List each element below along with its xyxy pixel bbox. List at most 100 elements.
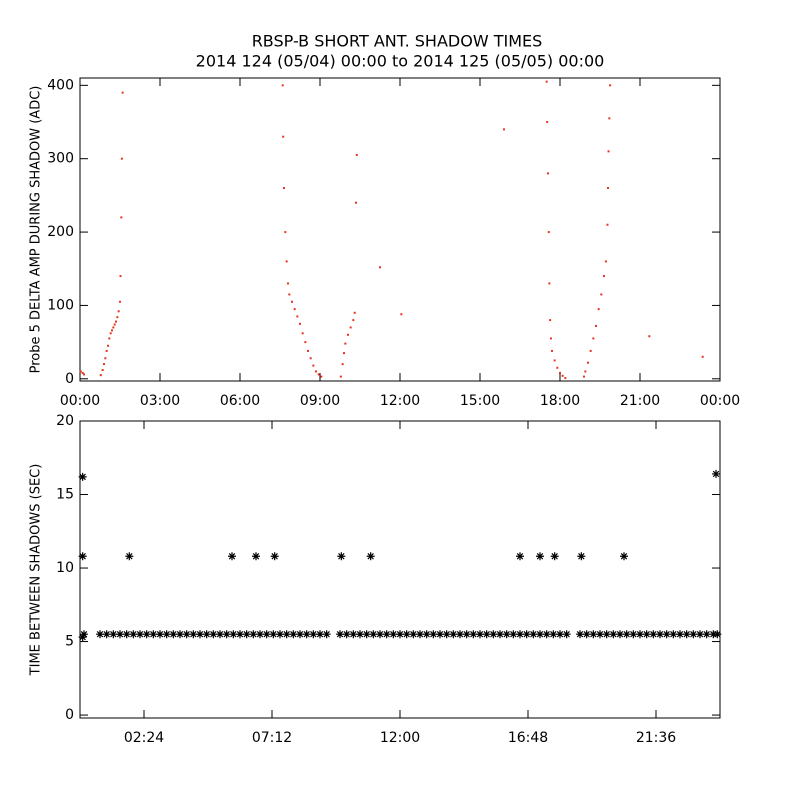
point [121,91,124,94]
point [709,630,718,639]
point [545,80,548,83]
point [355,154,358,157]
point [482,630,491,639]
point [536,630,544,639]
point [256,630,264,639]
point [229,630,238,639]
point [553,359,556,362]
x-tick-label: 15:00 [460,393,500,409]
y-tick-label: 300 [47,151,74,167]
point [616,630,624,639]
point [577,552,586,561]
point [649,630,658,639]
point [689,630,698,639]
point [712,469,720,478]
point [209,630,218,639]
point [269,630,278,639]
point [78,633,87,642]
point [202,630,211,639]
point [516,552,524,561]
point [291,300,293,303]
point [228,552,236,561]
point [529,630,538,639]
point [96,630,104,639]
point [336,630,344,639]
point [620,552,628,561]
point [589,630,598,639]
point [216,630,224,639]
point [282,630,291,639]
point [79,370,82,373]
point [629,630,638,639]
y-tick-label: 200 [47,224,74,240]
point [587,361,589,364]
x-tick-label: 09:00 [300,393,340,409]
point [402,630,411,639]
point [542,630,551,639]
point [476,630,484,639]
point [301,332,304,335]
point [429,630,438,639]
point [550,552,559,561]
point [416,630,424,639]
point [81,371,84,374]
point [342,630,351,639]
point [249,630,258,639]
point [547,172,549,175]
point [285,260,288,263]
point [322,630,331,639]
point [409,630,418,639]
point [281,84,284,87]
point [608,117,611,120]
point [276,630,284,639]
point [307,349,309,352]
x-tick-label: 06:00 [220,393,260,409]
point [349,326,352,329]
point [389,630,398,639]
point [462,630,471,639]
point [125,552,134,561]
point [120,216,123,219]
y-tick-label: 0 [65,371,74,387]
point [561,374,564,377]
point [551,349,553,352]
point [109,630,118,639]
point [284,231,287,234]
point [607,150,610,153]
point [293,308,296,311]
point [116,630,124,639]
point [449,630,458,639]
x-tick-label: 02:24 [124,730,164,746]
y-tick-label: 15 [56,487,74,503]
point [509,630,518,639]
point [596,630,604,639]
plot-frame [79,77,721,382]
point [337,552,346,561]
x-tick-label: 00:00 [60,393,100,409]
point [682,630,691,639]
point [536,552,544,561]
point [362,630,371,639]
point [396,630,404,639]
point [669,630,678,639]
point [113,323,116,326]
point [236,630,244,639]
point [129,630,138,639]
point [602,630,611,639]
point [564,377,567,380]
point [604,260,607,263]
point [108,337,111,340]
point [469,630,478,639]
point [559,371,561,374]
point [344,342,347,345]
point [316,630,324,639]
x-tick-label: 07:12 [252,730,292,746]
point [288,293,291,296]
point [442,630,451,639]
point [312,364,315,367]
point [609,84,612,87]
point [648,335,651,338]
point [262,630,271,639]
point [562,630,571,639]
y-axis-label: TIME BETWEEN SHADOWS (SEC) [29,464,44,677]
